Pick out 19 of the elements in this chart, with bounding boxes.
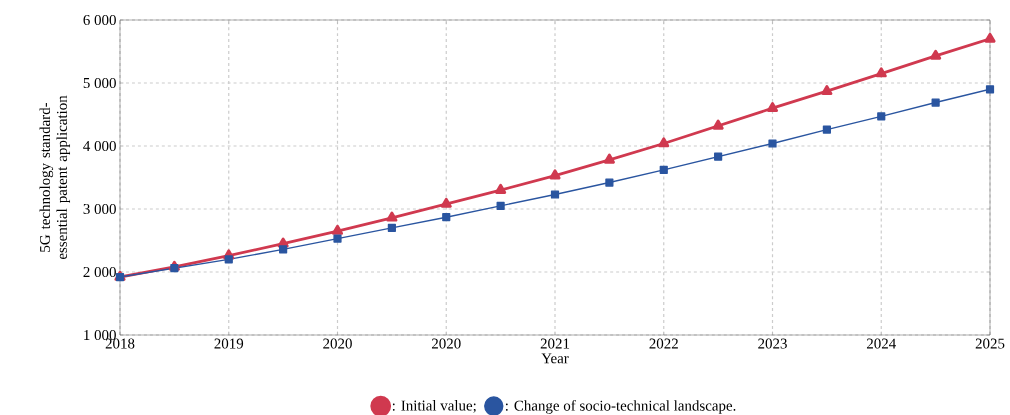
x-tick-label: 2023 (758, 338, 787, 349)
x-axis-title: Year (541, 353, 569, 364)
legend-label: : Initial value; (392, 400, 476, 413)
y-tick-label: 6 000 (83, 14, 116, 26)
y-tick-label: 3 000 (83, 203, 116, 215)
x-tick-label: 2020 (431, 338, 461, 349)
y-axis-title: 5G technology standard-essential patent application (39, 95, 71, 260)
y-tick-label: 1 000 (84, 329, 116, 341)
x-tick-label: 2020 (323, 338, 352, 349)
x-tick-label: 2025 (975, 338, 1005, 349)
x-tick-label: 2019 (214, 338, 244, 349)
x-tick-label: 2024 (866, 338, 896, 349)
y-tick-label: 5 000 (83, 77, 116, 89)
x-tick-label: 2021 (540, 338, 570, 349)
y-tick-label: 2 000 (83, 266, 116, 278)
x-tick-label: 2022 (649, 338, 678, 349)
y-tick-label: 4 000 (83, 140, 116, 152)
legend-label: : Change of socio-technical landscape. (505, 400, 736, 414)
x-tick-label: 2018 (105, 338, 135, 349)
